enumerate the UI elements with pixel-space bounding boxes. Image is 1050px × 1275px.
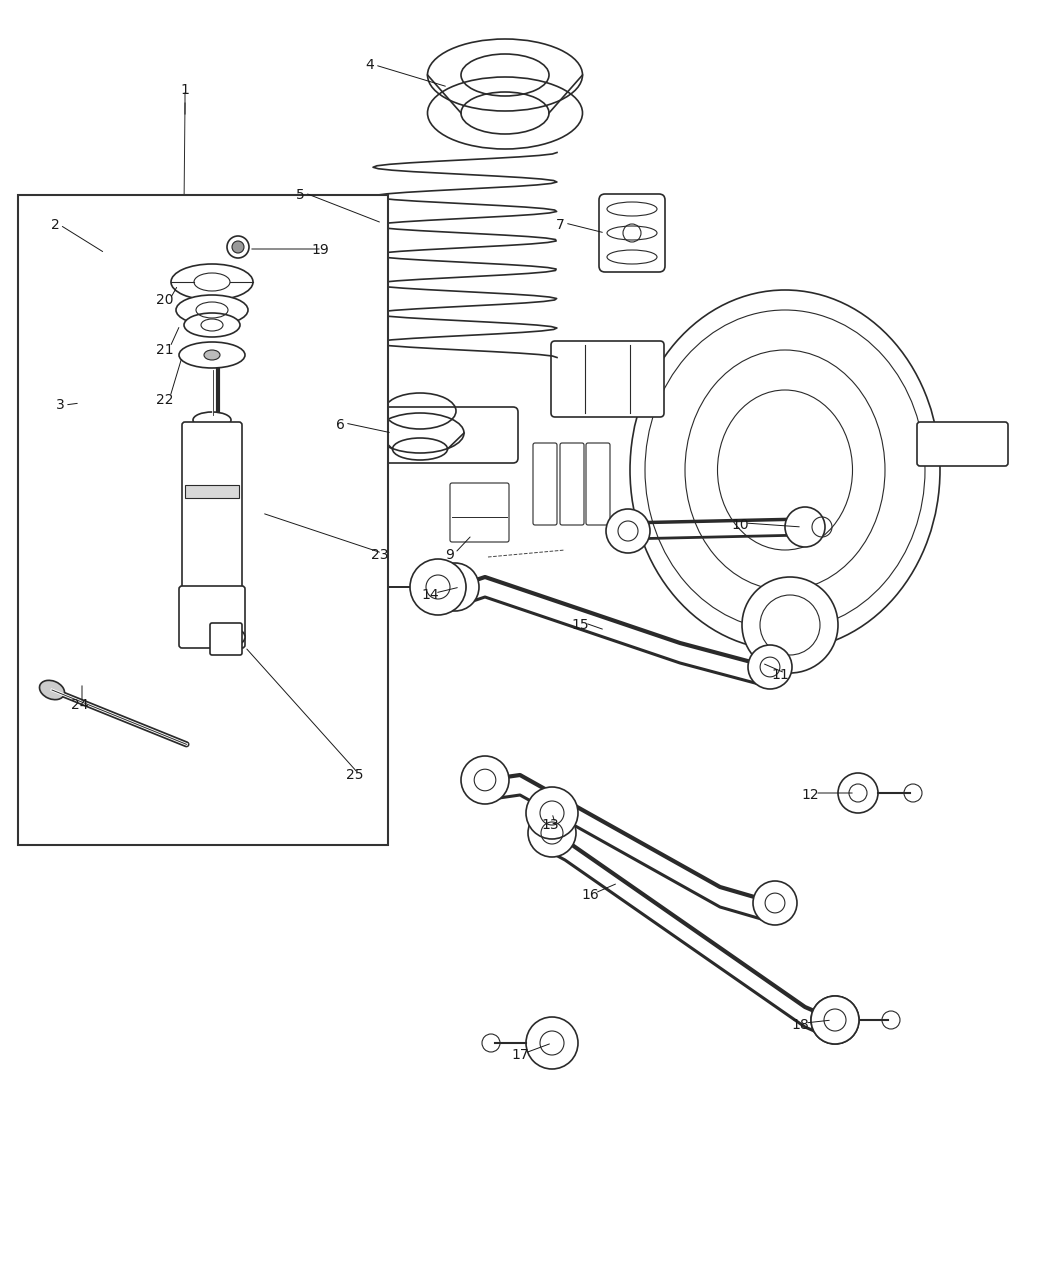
FancyBboxPatch shape <box>586 442 610 525</box>
Ellipse shape <box>176 295 248 325</box>
FancyBboxPatch shape <box>129 200 231 238</box>
Circle shape <box>526 1017 578 1068</box>
FancyBboxPatch shape <box>560 442 584 525</box>
Text: 20: 20 <box>156 293 173 307</box>
Text: 15: 15 <box>571 618 589 632</box>
Circle shape <box>811 996 859 1044</box>
Text: 10: 10 <box>731 518 749 532</box>
FancyBboxPatch shape <box>598 194 665 272</box>
Circle shape <box>838 773 878 813</box>
Ellipse shape <box>40 681 64 700</box>
Text: 5: 5 <box>296 187 304 201</box>
Text: 19: 19 <box>311 244 329 258</box>
Ellipse shape <box>184 312 240 337</box>
Circle shape <box>785 507 825 547</box>
FancyBboxPatch shape <box>917 422 1008 465</box>
FancyBboxPatch shape <box>136 230 224 421</box>
Text: 21: 21 <box>156 343 174 357</box>
FancyBboxPatch shape <box>450 483 509 542</box>
Text: 3: 3 <box>56 398 64 412</box>
Circle shape <box>526 787 578 839</box>
Text: 7: 7 <box>555 218 565 232</box>
Text: 2: 2 <box>50 218 60 232</box>
FancyBboxPatch shape <box>178 586 245 648</box>
Circle shape <box>748 645 792 688</box>
Text: 18: 18 <box>791 1017 808 1031</box>
Text: 13: 13 <box>541 819 559 833</box>
Text: 1: 1 <box>181 83 189 97</box>
FancyBboxPatch shape <box>210 623 242 655</box>
Ellipse shape <box>178 342 245 368</box>
Circle shape <box>528 810 576 857</box>
Text: 25: 25 <box>346 768 363 782</box>
Circle shape <box>81 397 93 409</box>
Text: 22: 22 <box>156 393 173 407</box>
Text: 9: 9 <box>445 548 455 562</box>
Circle shape <box>173 207 187 221</box>
Ellipse shape <box>630 289 940 650</box>
Bar <box>18 195 388 845</box>
Circle shape <box>461 756 509 805</box>
Text: 23: 23 <box>372 548 388 562</box>
Text: 11: 11 <box>771 668 789 682</box>
Text: 17: 17 <box>511 1048 529 1062</box>
Ellipse shape <box>171 264 253 300</box>
FancyBboxPatch shape <box>551 340 664 417</box>
FancyBboxPatch shape <box>23 407 518 463</box>
Text: 6: 6 <box>336 418 344 432</box>
Circle shape <box>410 558 466 615</box>
FancyBboxPatch shape <box>182 422 242 595</box>
Text: 12: 12 <box>801 788 819 802</box>
Circle shape <box>742 578 838 673</box>
Ellipse shape <box>204 351 220 360</box>
Text: 14: 14 <box>421 588 439 602</box>
FancyBboxPatch shape <box>533 442 556 525</box>
Text: 24: 24 <box>71 697 89 711</box>
Circle shape <box>430 564 479 611</box>
Circle shape <box>606 509 650 553</box>
Circle shape <box>811 996 859 1044</box>
Text: 4: 4 <box>365 57 375 71</box>
Circle shape <box>753 881 797 924</box>
Ellipse shape <box>193 412 231 428</box>
FancyBboxPatch shape <box>132 416 228 440</box>
Bar <box>185 484 239 499</box>
Ellipse shape <box>211 627 245 646</box>
Text: 16: 16 <box>581 887 598 901</box>
Circle shape <box>232 241 244 252</box>
